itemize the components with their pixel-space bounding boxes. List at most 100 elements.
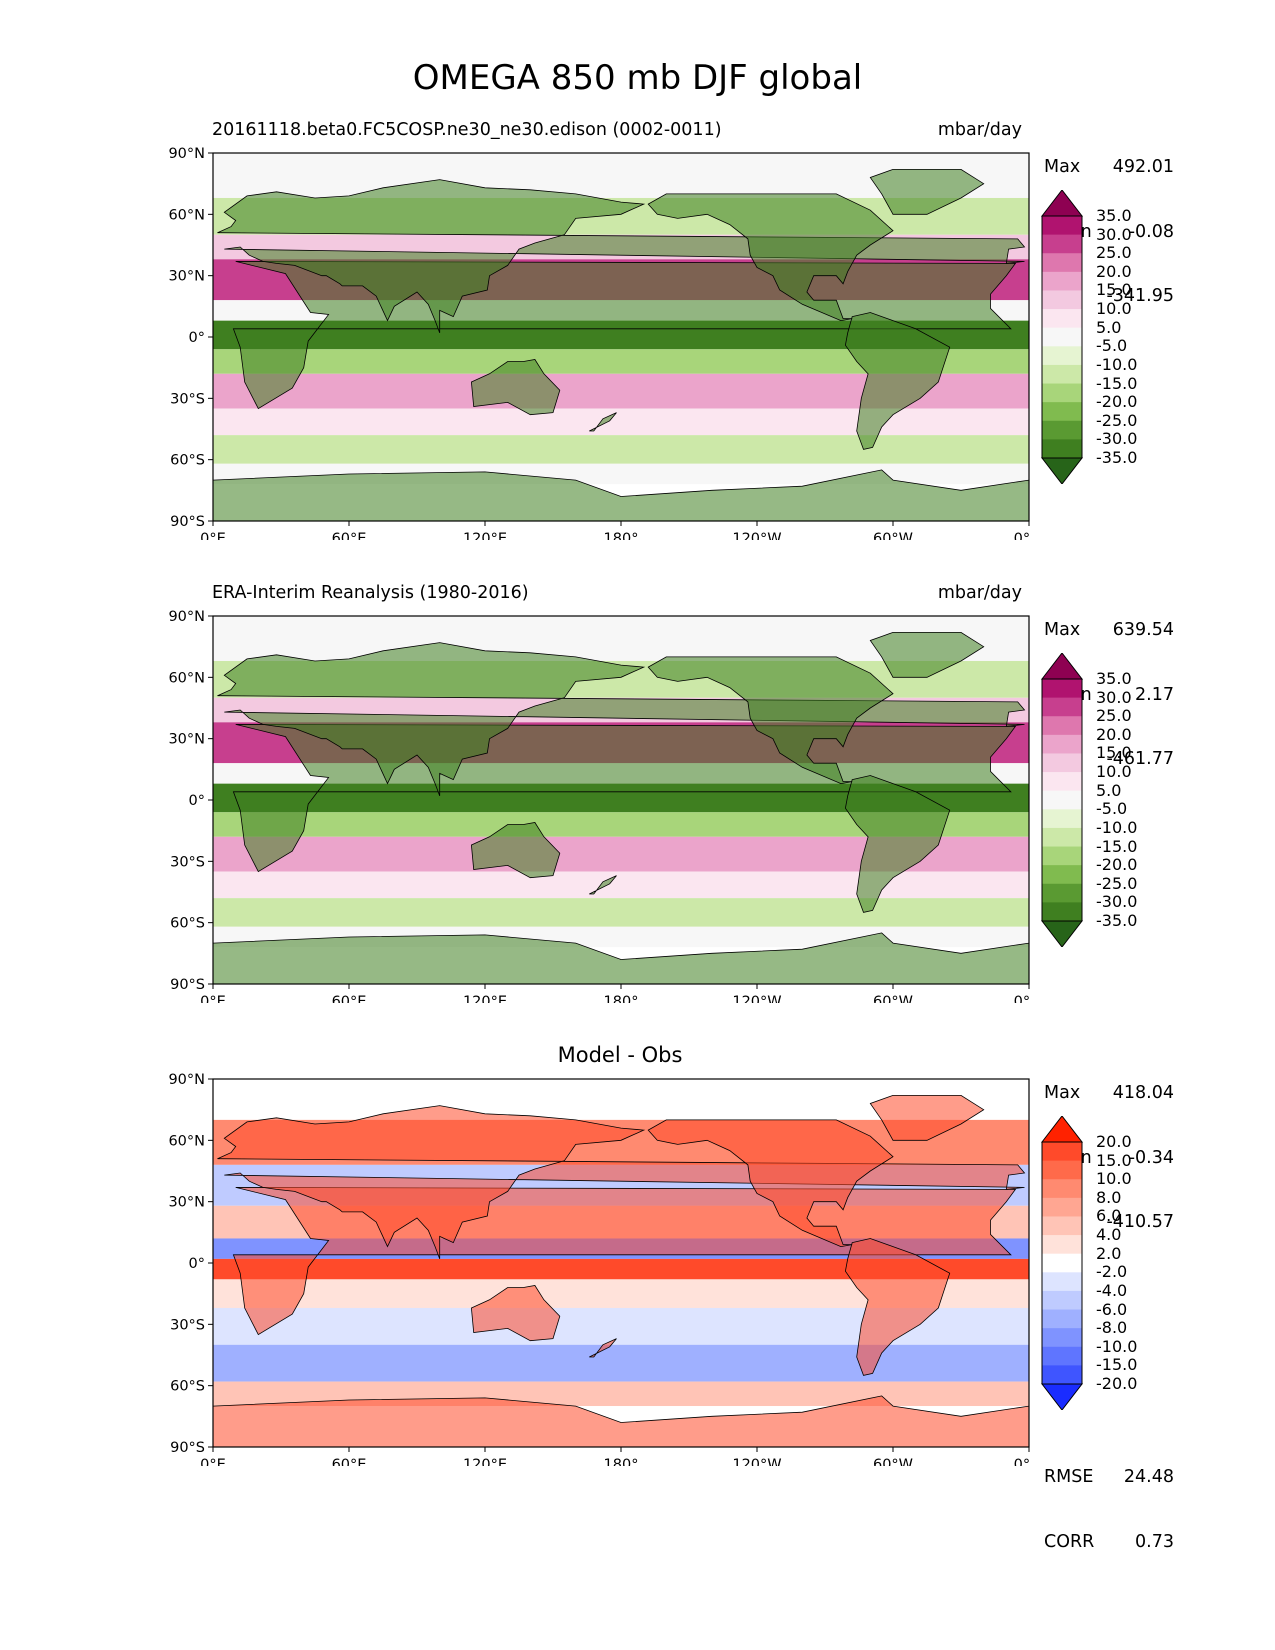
lat-tick-label: 0° <box>189 330 205 346</box>
lat-tick-label: 60°N <box>168 207 205 223</box>
lat-tick-label: 60°S <box>170 453 205 469</box>
stat-min-value: -461.77 <box>1106 749 1174 769</box>
stat-rmse-label: RMSE <box>1044 1467 1094 1487</box>
lat-tick-label: 60°S <box>170 916 205 932</box>
lat-tick-label: 60°S <box>170 1379 205 1395</box>
coastline <box>213 1395 1029 1447</box>
colorbar-bin <box>1042 772 1082 792</box>
lat-tick-label: 30°N <box>168 269 205 285</box>
colorbar-bin <box>1042 679 1082 699</box>
plot-area <box>213 1079 1029 1447</box>
colorbar-labels: 35.0 30.0 25.0 20.0 15.0 10.0 5.0 -5.0 -10.0 -15.… <box>1096 653 1176 947</box>
colorbar-level-label: 35.0 <box>1096 206 1132 225</box>
colorbar-bin <box>1042 1253 1082 1273</box>
lon-tick-label: 60°W <box>873 1457 913 1466</box>
lat-tick-label: 90°N <box>168 1072 205 1088</box>
colorbar-level-label: 15.0 <box>1096 1150 1132 1170</box>
coastline <box>647 193 894 322</box>
coastline <box>589 875 617 895</box>
colorbar-bin <box>1042 1272 1082 1292</box>
coastline <box>844 775 951 913</box>
lat-tick-label: 90°N <box>168 609 205 625</box>
colorbar-bin <box>1042 253 1082 273</box>
colorbar-bin <box>1042 1346 1082 1366</box>
lon-tick-label: 0°E <box>200 531 226 540</box>
colorbar-level-label: 25.0 <box>1096 243 1132 263</box>
colorbar-level-label: 4.0 <box>1096 1225 1122 1245</box>
colorbar-level-label: -30.0 <box>1096 429 1138 449</box>
colorbar-bin <box>1042 1309 1082 1329</box>
lon-tick-label: 60°E <box>332 1457 367 1466</box>
colorbar-bin <box>1042 346 1082 366</box>
colorbar-bin <box>1042 1160 1082 1180</box>
coastline <box>869 632 985 678</box>
colorbar-level-label: -15.0 <box>1096 836 1138 856</box>
colorbar-bin <box>1042 271 1082 291</box>
lon-tick-label: 0°E <box>200 1457 226 1466</box>
colorbar-extend-max <box>1040 653 1084 680</box>
colorbar-level-label: -8.0 <box>1096 1318 1128 1338</box>
lon-tick-label: 120°E <box>463 994 507 1003</box>
coastline <box>589 1338 617 1358</box>
colorbar-bin <box>1042 1290 1082 1311</box>
lon-tick-label: 120°E <box>463 1457 507 1466</box>
colorbar-level-label: 6.0 <box>1096 1206 1122 1226</box>
colorbar-level-label: -35.0 <box>1096 911 1138 930</box>
stat-max-value: 639.54 <box>1112 620 1174 640</box>
coastline <box>217 642 1026 797</box>
coastline <box>470 359 561 416</box>
colorbar-level-label: 35.0 <box>1096 669 1132 688</box>
stat-max-label: Max <box>1044 157 1081 177</box>
colorbar-extend-max <box>1040 1116 1084 1143</box>
coastline <box>647 656 894 785</box>
coastline <box>869 169 985 215</box>
colorbar <box>1040 653 1084 947</box>
colorbar-level-label: -5.0 <box>1096 336 1128 356</box>
colorbar-bin <box>1042 1179 1082 1199</box>
colorbar-bin <box>1042 827 1082 848</box>
colorbar-level-label: 25.0 <box>1096 706 1132 726</box>
colorbar-bin <box>1042 697 1082 717</box>
colorbar-bin <box>1042 1216 1082 1236</box>
colorbar-bin <box>1042 1365 1082 1385</box>
colorbar-bin <box>1042 383 1082 403</box>
panel-units: mbar/day <box>937 120 1022 140</box>
coastline <box>844 1238 951 1376</box>
colorbar-extend-min <box>1040 1383 1084 1410</box>
panel-center-title: Model - Obs <box>557 1043 683 1067</box>
colorbar-bin <box>1042 402 1082 422</box>
lon-tick-label: 180° <box>604 994 639 1003</box>
stat-mean-value: -0.34 <box>1128 1147 1174 1168</box>
colorbar-frame <box>1041 215 1083 459</box>
stat-max-value: 492.01 <box>1112 157 1174 177</box>
coastline <box>213 932 1029 984</box>
coastline <box>589 412 617 432</box>
colorbar-level-label: -6.0 <box>1096 1299 1128 1319</box>
lon-tick-label: 180° <box>604 531 639 540</box>
colorbar-level-label: -20.0 <box>1096 392 1138 412</box>
stat-max-value: 418.04 <box>1112 1083 1174 1103</box>
field-band <box>213 1258 1029 1280</box>
panel-units: mbar/day <box>937 583 1022 603</box>
coastline <box>647 1119 894 1248</box>
colorbar-level-label: 20.0 <box>1096 724 1132 744</box>
figure-title: OMEGA 850 mb DJF global <box>412 58 863 98</box>
colorbar-bin <box>1042 1328 1082 1348</box>
coastline <box>869 1095 985 1141</box>
field-band <box>213 871 1029 899</box>
lon-tick-label: 0°W <box>1014 994 1030 1003</box>
colorbar-level-label: -25.0 <box>1096 873 1138 893</box>
colorbar-level-label: 8.0 <box>1096 1187 1122 1207</box>
coastline <box>844 312 951 450</box>
colorbar-bin <box>1042 790 1082 810</box>
colorbar-level-label: 30.0 <box>1096 224 1132 244</box>
colorbar-bin <box>1042 1235 1082 1255</box>
field-band <box>213 408 1029 436</box>
colorbar-labels: 35.0 30.0 25.0 20.0 15.0 10.0 5.0 -5.0 -10.0 -15.… <box>1096 190 1176 484</box>
colorbar-frame <box>1041 1141 1083 1385</box>
field-band <box>213 1344 1029 1382</box>
stat-mean-value: 2.17 <box>1135 684 1174 705</box>
colorbar <box>1040 190 1084 484</box>
colorbar-bin <box>1042 364 1082 385</box>
stat-min-value: -410.57 <box>1106 1212 1174 1232</box>
